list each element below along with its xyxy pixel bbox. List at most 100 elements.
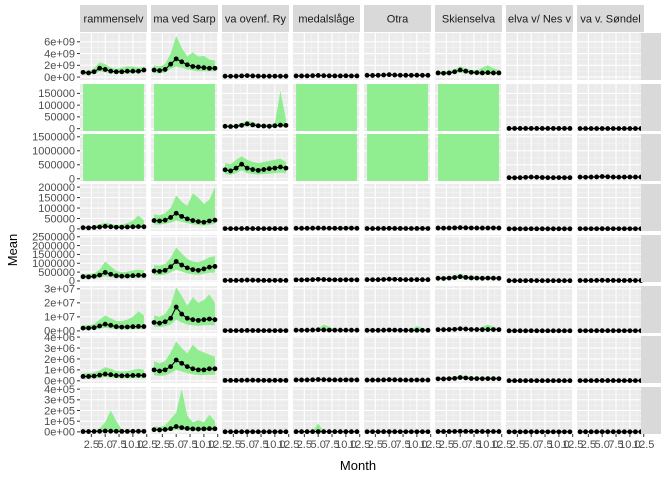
data-point xyxy=(119,224,125,230)
panel xyxy=(577,387,645,435)
data-point xyxy=(130,273,136,279)
y-axis-title: Mean xyxy=(5,234,20,267)
y-tick-label: 1500000 xyxy=(32,132,75,144)
data-point xyxy=(386,225,392,231)
data-point xyxy=(414,226,420,231)
data-point xyxy=(239,277,245,283)
x-tick-label: 5.0 xyxy=(595,439,610,451)
data-point xyxy=(381,429,387,435)
data-point xyxy=(179,311,185,317)
data-point xyxy=(354,327,360,333)
column-strip: va v. Søndel xyxy=(577,5,644,32)
data-point xyxy=(403,226,409,231)
data-point xyxy=(310,73,316,79)
data-point xyxy=(250,122,256,128)
data-point xyxy=(239,161,245,167)
y-tick-label: 4e+05 xyxy=(44,384,75,396)
data-point xyxy=(130,373,136,378)
data-point xyxy=(233,165,239,171)
column-strip-background xyxy=(293,5,360,32)
data-point xyxy=(222,278,228,283)
row-strip: DisTot xyxy=(641,33,661,80)
data-point xyxy=(435,275,441,281)
x-tick-label: 5.0 xyxy=(98,439,113,451)
data-point xyxy=(278,377,283,383)
data-point xyxy=(136,428,141,434)
data-point xyxy=(261,123,267,129)
row-strip: spTot_TO xyxy=(641,286,661,333)
data-point xyxy=(594,278,600,283)
data-point xyxy=(599,174,605,179)
data-point xyxy=(512,126,517,131)
x-tick-label: 10.0 xyxy=(335,439,356,451)
data-point xyxy=(435,429,441,434)
data-point xyxy=(244,328,250,333)
data-point xyxy=(468,225,474,231)
data-point xyxy=(556,328,562,334)
data-point xyxy=(201,266,207,272)
data-point xyxy=(86,225,91,231)
x-tick-label: 12.5 xyxy=(562,439,583,451)
x-tick-label: 10.0 xyxy=(477,439,498,451)
data-point xyxy=(195,426,201,432)
data-point xyxy=(349,377,354,383)
data-point xyxy=(364,226,370,231)
data-point xyxy=(599,328,605,334)
data-point xyxy=(539,226,545,232)
data-point xyxy=(392,225,398,231)
data-point xyxy=(610,429,616,435)
data-point xyxy=(485,376,491,382)
data-point xyxy=(392,429,398,435)
data-point xyxy=(151,320,157,325)
data-point xyxy=(457,375,463,380)
data-point xyxy=(425,377,431,383)
data-point xyxy=(261,73,267,79)
data-point xyxy=(539,126,545,131)
data-point xyxy=(381,277,387,282)
x-tick-label: 7.5 xyxy=(537,439,552,451)
data-point xyxy=(86,274,91,280)
x-tick-label: 10.0 xyxy=(406,439,427,451)
x-tick-label: 2.5 xyxy=(84,439,99,451)
data-point xyxy=(534,278,540,283)
data-point xyxy=(594,174,600,180)
data-point xyxy=(441,70,446,76)
data-point xyxy=(102,321,108,327)
y-tick-label: 2000000 xyxy=(32,240,75,252)
data-point xyxy=(420,429,425,435)
data-point xyxy=(97,65,103,71)
data-point xyxy=(299,327,304,333)
data-point xyxy=(195,317,201,323)
y-tick-label: 6e+09 xyxy=(44,37,75,49)
data-point xyxy=(375,429,381,435)
column-strip-label: va v. Søndel xyxy=(580,14,640,26)
data-point xyxy=(468,69,474,75)
data-point xyxy=(610,174,616,180)
data-point xyxy=(594,429,600,435)
data-point xyxy=(545,175,551,181)
data-point xyxy=(190,64,196,69)
data-point xyxy=(523,278,529,284)
data-point xyxy=(512,226,517,232)
data-point xyxy=(278,328,283,333)
data-point xyxy=(583,226,588,232)
data-point xyxy=(222,377,228,383)
data-point xyxy=(577,429,583,435)
panel xyxy=(435,184,503,231)
data-point xyxy=(349,429,354,435)
x-tick-label: 10.0 xyxy=(548,439,569,451)
data-point xyxy=(534,226,540,232)
data-point xyxy=(375,72,381,78)
data-point xyxy=(397,72,403,78)
x-tick-label: 7.5 xyxy=(182,439,197,451)
panel xyxy=(364,84,432,131)
panel xyxy=(577,84,645,131)
data-point xyxy=(567,328,573,334)
data-point xyxy=(293,429,299,435)
row-strip: spTot_C xyxy=(641,134,661,181)
data-point xyxy=(212,264,218,269)
data-point xyxy=(435,376,441,382)
data-point xyxy=(261,167,267,172)
data-point xyxy=(272,226,278,231)
panel xyxy=(577,336,645,383)
